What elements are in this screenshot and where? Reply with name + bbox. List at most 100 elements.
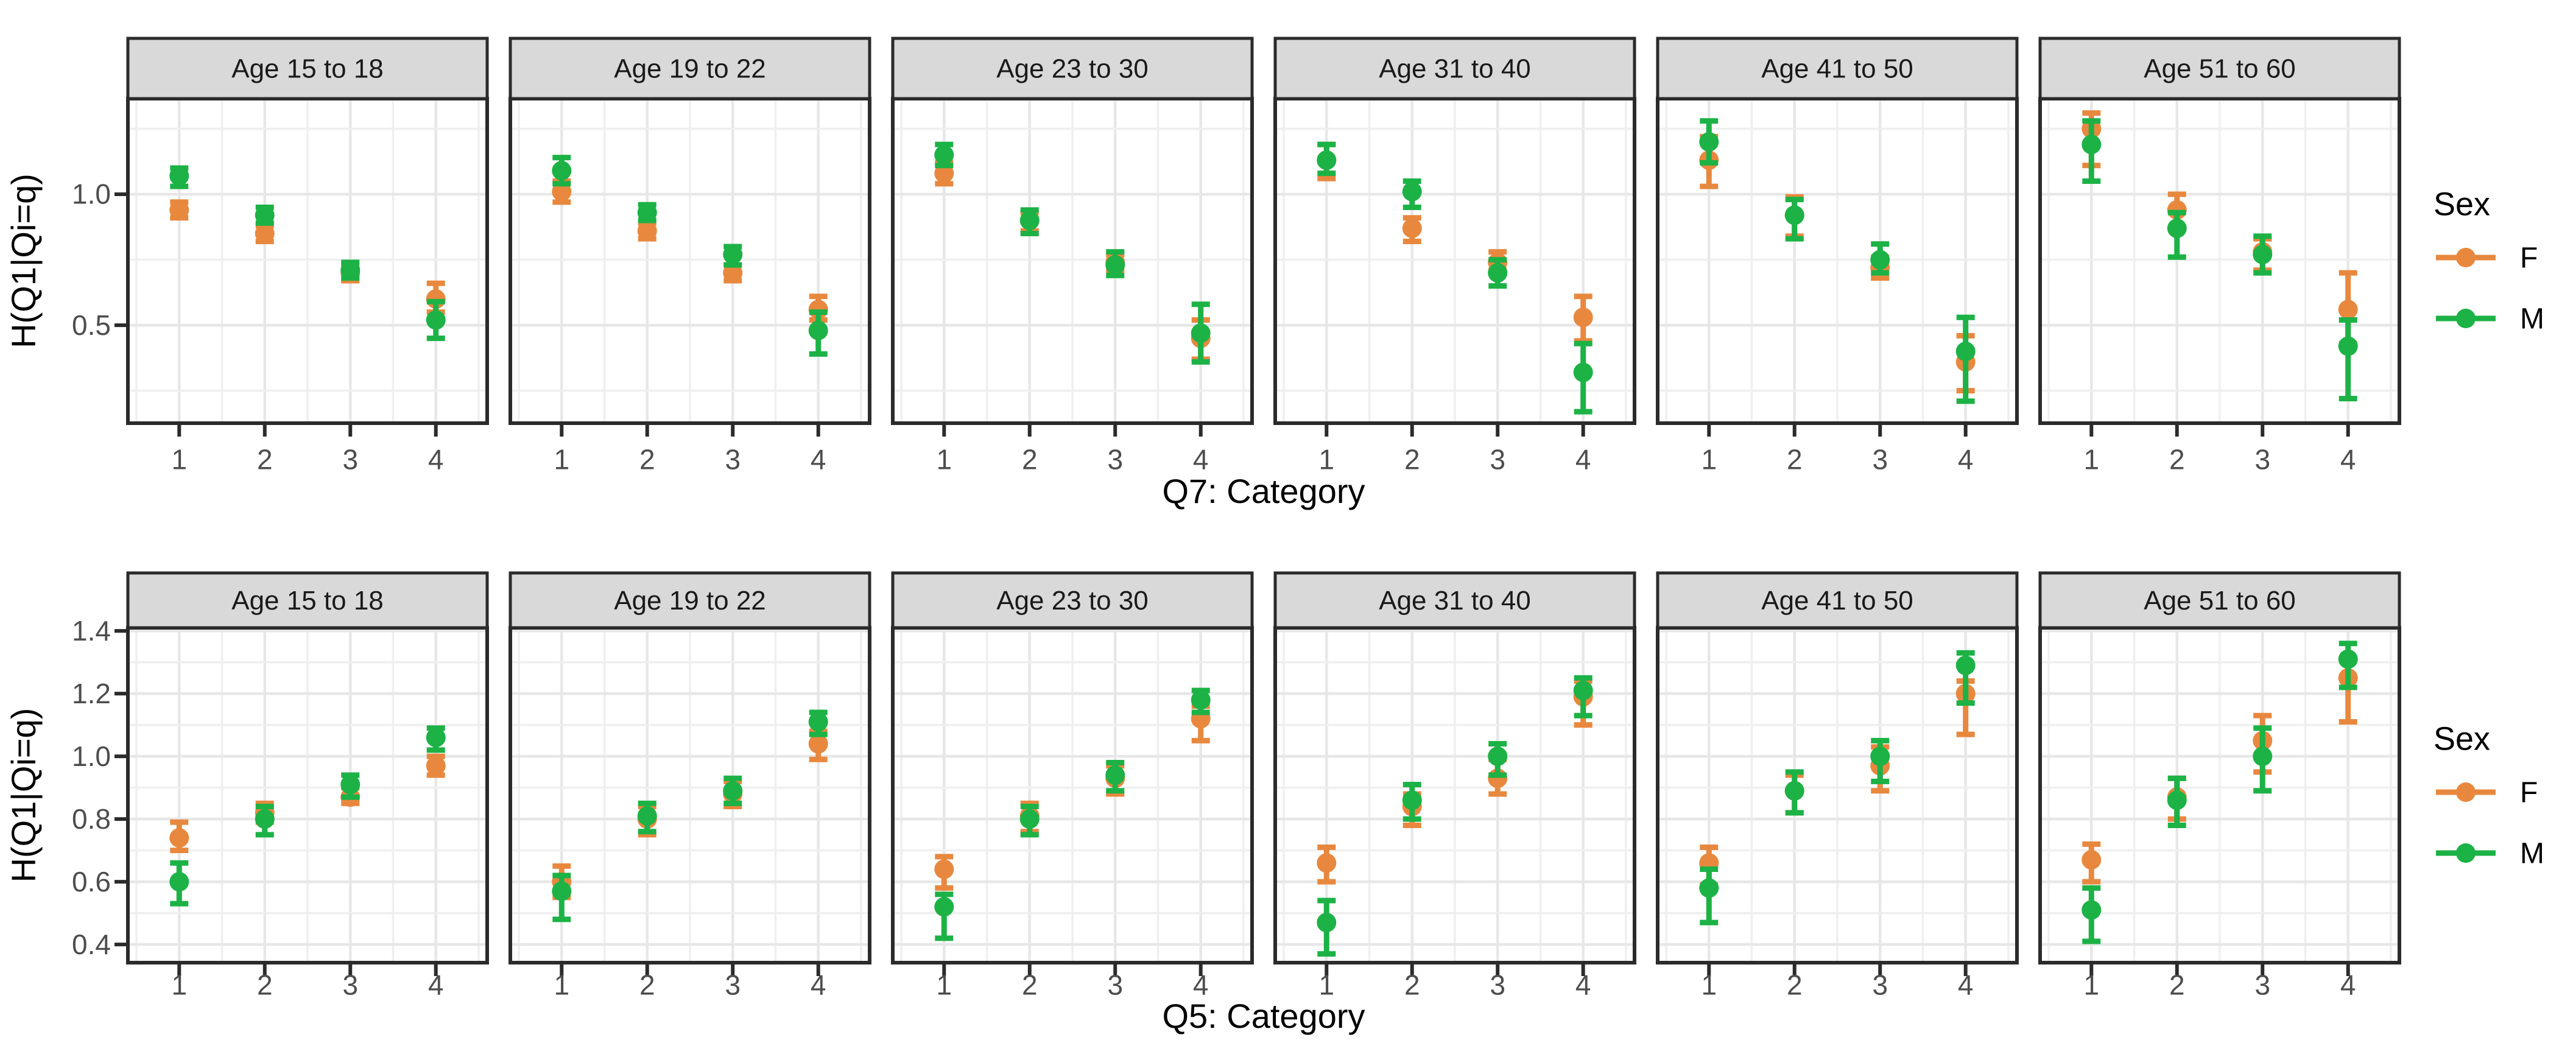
data-point-M: [552, 161, 572, 181]
x-axis-tick-label: 2: [639, 969, 655, 1001]
x-axis-tick-label: 3: [725, 969, 741, 1001]
legend-title: Sex: [2433, 186, 2490, 222]
data-point-F: [2338, 300, 2358, 320]
x-axis-tick-label: 3: [1107, 969, 1123, 1001]
x-axis-tick-label: 3: [342, 969, 358, 1001]
facet-strip: [2038, 571, 2401, 630]
y-axis-tick-label: 0.6: [72, 866, 111, 898]
x-axis-tick-label: 2: [1787, 444, 1803, 476]
data-point-M: [2167, 790, 2187, 810]
data-point-M: [2167, 218, 2187, 238]
y-axis-tick-label: 1.2: [72, 678, 111, 709]
data-point-F: [808, 734, 828, 754]
x-axis-tick-label: 2: [1022, 444, 1038, 476]
plot-row-1: H(Q1|Qi=q) 0.5 1.0 1 2 3 4 Age 15 to 18 1 2 3 4 Age …: [4, 37, 2544, 510]
x-axis-tick-label: 3: [1490, 969, 1505, 1001]
legend-item-label: F: [2520, 242, 2538, 274]
x-axis-tick-label: 1: [554, 444, 569, 476]
facet-age-23-to-30: 1 2 3 4 Age 23 to 30: [891, 37, 1254, 476]
data-point-M: [1573, 362, 1593, 382]
y-axis-tick-label: 1.4: [72, 615, 111, 647]
x-axis-tick-label: 2: [2169, 969, 2185, 1001]
series-F: [552, 178, 828, 323]
data-point-M: [2338, 649, 2358, 669]
series-M: [1699, 650, 1976, 926]
x-axis-tick-label: 3: [1490, 444, 1505, 476]
facet-age-15-to-18: 1 2 3 4 Age 15 to 18: [126, 571, 489, 1001]
data-point-M: [340, 260, 361, 280]
x-axis-tick-label: 1: [1701, 969, 1717, 1001]
x-axis-tick-label: 3: [725, 444, 741, 476]
data-point-M: [255, 205, 275, 225]
data-point-M: [637, 806, 657, 826]
x-axis-tick-label: 2: [1787, 969, 1803, 1001]
facet-strip-label: Age 51 to 60: [2144, 54, 2296, 83]
series-M: [2082, 641, 2358, 944]
data-point-M: [2082, 135, 2102, 155]
legend-key-point: [2456, 843, 2476, 863]
facet-strip: [891, 37, 1254, 100]
data-point-M: [723, 244, 743, 264]
series-M: [2082, 118, 2358, 402]
y-axis-title: H(Q1|Qi=q): [4, 174, 43, 348]
facet-strip: [1656, 37, 2019, 100]
x-axis-tick-label: 4: [811, 969, 826, 1001]
data-point-M: [1402, 790, 1422, 810]
x-axis-tick-label: 1: [2083, 444, 2099, 476]
legend-item-label: M: [2520, 837, 2544, 870]
data-point-M: [1784, 781, 1804, 801]
facet-strip-label: Age 31 to 40: [1379, 586, 1531, 616]
data-point-F: [169, 828, 189, 848]
series-M: [169, 165, 446, 342]
x-axis-tick-label: 2: [1022, 969, 1038, 1001]
series-M: [934, 141, 1211, 365]
y-axis-title: H(Q1|Qi=q): [4, 708, 43, 883]
legend-key-point: [2456, 782, 2476, 802]
x-axis-tick-label: 1: [1701, 444, 1717, 476]
data-point-M: [1955, 655, 1976, 675]
facet-strip-label: Age 41 to 50: [1761, 586, 1913, 616]
data-point-F: [255, 223, 275, 244]
data-point-M: [1870, 747, 1890, 767]
legend-item-label: F: [2520, 776, 2538, 809]
facet-age-23-to-30: 1 2 3 4 Age 23 to 30: [891, 571, 1254, 1001]
data-point-M: [2253, 244, 2273, 264]
facet-strip: [509, 571, 871, 630]
x-axis-tick-label: 4: [2340, 969, 2356, 1001]
data-point-M: [934, 145, 954, 165]
x-axis-tick-label: 3: [1872, 444, 1888, 476]
x-axis-tick-label: 1: [2083, 969, 2099, 1001]
data-point-F: [552, 181, 572, 202]
x-axis-tick-label: 4: [1193, 969, 1209, 1001]
data-point-M: [1105, 765, 1125, 785]
legend-item-label: M: [2520, 303, 2544, 335]
data-point-M: [808, 712, 828, 732]
data-point-M: [255, 809, 275, 829]
facet-age-41-to-50: 1 2 3 4 Age 41 to 50: [1656, 37, 2019, 476]
data-point-M: [1317, 913, 1337, 933]
facet-strip-label: Age 23 to 30: [996, 586, 1149, 616]
x-axis-tick-label: 4: [428, 444, 444, 476]
x-axis-tick-label: 1: [171, 969, 187, 1001]
data-point-M: [1488, 263, 1508, 283]
data-point-M: [2253, 747, 2273, 767]
data-point-M: [426, 310, 446, 330]
x-axis-tick-label: 4: [1193, 444, 1209, 476]
facet-strip: [2038, 37, 2401, 100]
data-point-F: [2082, 850, 2102, 870]
data-point-M: [934, 897, 954, 917]
data-point-F: [934, 859, 954, 879]
data-point-M: [1317, 150, 1337, 170]
x-axis-tick-label: 4: [1575, 444, 1591, 476]
data-point-M: [1870, 250, 1890, 270]
x-axis-title: Q5: Category: [1162, 997, 1365, 1035]
facet-age-51-to-60: 1 2 3 4 Age 51 to 60: [2038, 571, 2401, 1001]
series-M: [1317, 141, 1593, 415]
data-point-M: [426, 728, 446, 748]
facet-strip-label: Age 19 to 22: [614, 54, 766, 83]
x-axis-tick-label: 2: [257, 969, 273, 1001]
x-axis-tick-label: 4: [1958, 444, 1974, 476]
series-M: [169, 725, 446, 907]
legend: Sex FM: [2433, 186, 2544, 335]
data-point-M: [1573, 680, 1593, 700]
